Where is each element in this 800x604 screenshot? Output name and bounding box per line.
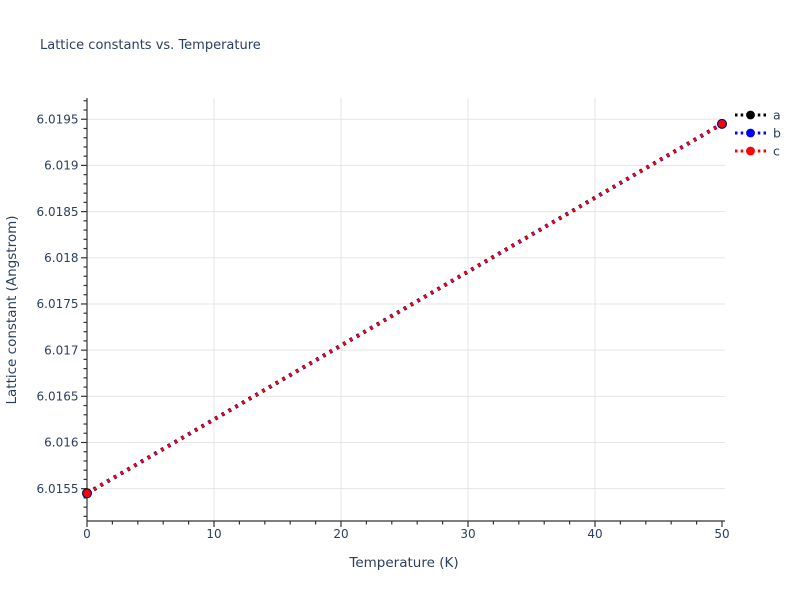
legend-marker (746, 128, 755, 138)
tick-marks (81, 100, 723, 527)
x-tick-label: 30 (460, 527, 475, 541)
y-tick-label: 6.0185 (37, 205, 79, 219)
axes (86, 98, 725, 522)
legend-marker (746, 110, 755, 120)
legend-item-b[interactable]: b (735, 125, 781, 140)
y-tick-label: 6.017 (44, 343, 78, 357)
legend-label: b (773, 125, 781, 140)
legend-marker (746, 146, 755, 156)
y-tick-label: 6.016 (44, 436, 78, 450)
legend-item-a[interactable]: a (735, 107, 781, 122)
y-tick-label: 6.0155 (37, 482, 79, 496)
x-axis-label: Temperature (K) (348, 555, 458, 571)
chart-title: Lattice constants vs. Temperature (40, 38, 261, 53)
x-tick-label: 40 (587, 527, 602, 541)
y-tick-label: 6.0165 (37, 390, 79, 404)
series-line-c (86, 122, 723, 495)
y-tick-label: 6.019 (44, 159, 78, 173)
legend: abc (735, 107, 781, 158)
tick-labels: 0 10 20 30 40 50 6.0155 6.016 6.0165 6.017 6.0175 6… (37, 112, 730, 541)
x-tick-label: 0 (83, 527, 91, 541)
y-tick-label: 6.018 (44, 251, 78, 265)
legend-item-c[interactable]: c (735, 143, 780, 158)
y-tick-label: 6.0195 (37, 112, 79, 126)
gridlines (87, 98, 725, 521)
data-point-c (83, 489, 91, 498)
x-tick-label: 50 (714, 527, 729, 541)
legend-label: a (773, 107, 781, 122)
x-tick-label: 20 (333, 527, 348, 541)
data-point-c (718, 120, 726, 128)
legend-label: c (773, 143, 780, 158)
x-tick-label: 10 (206, 527, 221, 541)
y-tick-label: 6.0175 (37, 297, 79, 311)
y-axis-label: Lattice constant (Angstrom) (4, 215, 20, 404)
series-lines (82, 118, 727, 499)
